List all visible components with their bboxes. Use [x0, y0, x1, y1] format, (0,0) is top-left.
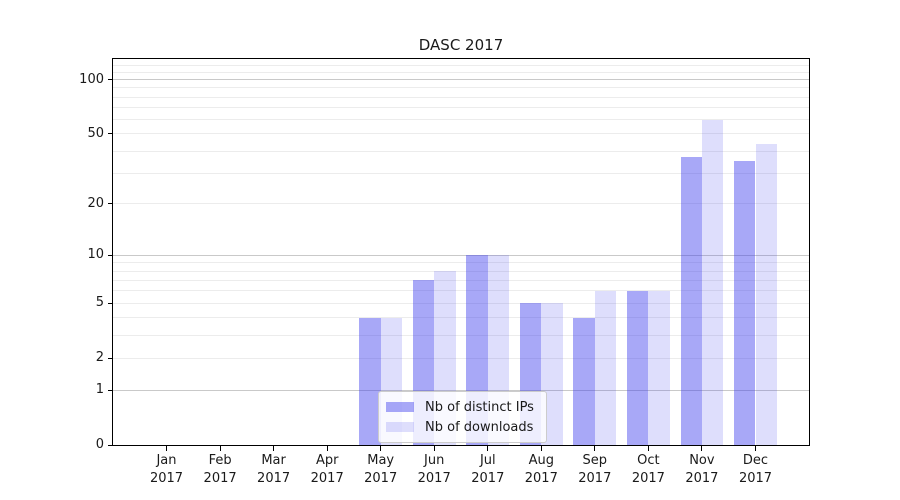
gridline-y-50: [113, 133, 809, 135]
gridline-y-80: [113, 96, 809, 98]
y-tick-mark-20: [108, 203, 113, 205]
y-tick-label-5: 5: [95, 295, 104, 311]
gridline-y-5: [113, 302, 809, 304]
gridline-y-70: [113, 107, 809, 108]
y-tick-label-50: 50: [87, 125, 104, 141]
legend-item-distinct-ips: Nb of distinct IPs: [386, 397, 534, 417]
x-tick-label-jan-2017: Jan 2017: [149, 453, 184, 486]
x-tick-label-jul-2017: Jul 2017: [471, 453, 505, 486]
x-tick-mark-nov-2017: [701, 446, 703, 451]
gridline-y-120: [113, 64, 809, 66]
bar-downloads-dec-2017: [755, 143, 777, 445]
y-tick-label-2: 2: [95, 350, 104, 365]
bar-downloads-sep-2017: [594, 290, 617, 445]
legend-label-downloads: Nb of downloads: [425, 419, 534, 435]
x-tick-label-nov-2017: Nov 2017: [685, 453, 719, 486]
gridline-y-6: [113, 290, 809, 292]
y-tick-mark-1: [108, 389, 113, 391]
gridline-y-110: [113, 71, 809, 73]
legend-label-distinct-ips: Nb of distinct IPs: [425, 399, 534, 415]
gridline-y-30: [113, 172, 809, 174]
gridline-y-100: [113, 79, 809, 81]
chart-title: DASC 2017: [418, 36, 504, 54]
plot-frame: [112, 58, 810, 446]
bar-downloads-nov-2017: [701, 119, 724, 445]
gridline-y-9: [113, 262, 809, 264]
x-tick-label-jun-2017: Jun 2017: [417, 453, 451, 486]
y-tick-mark-0: [108, 444, 113, 446]
x-tick-label-sep-2017: Sep 2017: [578, 453, 612, 486]
bar-ips-oct-2017: [627, 290, 649, 445]
gridline-y-8: [113, 270, 809, 272]
bar-downloads-oct-2017: [648, 290, 670, 445]
bar-ips-sep-2017: [573, 317, 595, 445]
x-tick-mark-jun-2017: [433, 446, 435, 451]
gridline-y-20: [113, 203, 809, 205]
bar-ips-dec-2017: [734, 161, 756, 445]
gridline-y-7: [113, 279, 809, 281]
bar-ips-nov-2017: [680, 157, 702, 445]
x-tick-mark-sep-2017: [594, 446, 596, 451]
y-tick-mark-2: [108, 357, 113, 359]
gridline-y-3: [113, 334, 809, 336]
x-tick-mark-feb-2017: [219, 446, 221, 451]
y-tick-label-1: 1: [95, 382, 104, 398]
x-tick-label-feb-2017: Feb 2017: [203, 453, 237, 486]
x-tick-mark-aug-2017: [540, 446, 542, 451]
x-tick-mark-apr-2017: [326, 446, 328, 451]
y-tick-mark-100: [108, 79, 113, 81]
gridline-y-10: [113, 254, 809, 256]
y-tick-label-0: 0: [95, 437, 104, 452]
y-tick-label-10: 10: [87, 247, 104, 263]
gridline-y-90: [113, 87, 809, 89]
x-tick-label-apr-2017: Apr 2017: [310, 453, 344, 486]
plot-area: [113, 59, 809, 445]
x-tick-mark-mar-2017: [273, 446, 275, 451]
y-tick-mark-5: [108, 302, 113, 304]
y-tick-label-100: 100: [79, 71, 104, 87]
legend-item-downloads: Nb of downloads: [386, 417, 534, 437]
y-tick-mark-50: [108, 133, 113, 135]
x-tick-label-oct-2017: Oct 2017: [631, 453, 665, 486]
gridline-y-60: [113, 119, 809, 120]
gridline-y-1: [113, 389, 809, 391]
x-tick-mark-dec-2017: [755, 446, 756, 451]
x-tick-mark-oct-2017: [647, 446, 649, 451]
x-tick-mark-jan-2017: [166, 446, 167, 451]
y-tick-mark-10: [108, 254, 113, 256]
x-tick-mark-may-2017: [380, 446, 382, 451]
x-tick-label-may-2017: May 2017: [364, 453, 398, 486]
x-tick-label-mar-2017: Mar 2017: [257, 453, 291, 486]
legend: Nb of distinct IPs Nb of downloads: [378, 391, 547, 443]
gridline-y-40: [113, 150, 809, 152]
x-tick-mark-jul-2017: [487, 446, 489, 451]
bar-ips-may-2017: [359, 317, 381, 445]
x-tick-label-aug-2017: Aug 2017: [524, 453, 558, 486]
gridline-y-4: [113, 317, 809, 319]
x-tick-label-dec-2017: Dec 2017: [738, 453, 773, 486]
gridline-y-2: [113, 357, 809, 359]
y-tick-label-20: 20: [87, 195, 104, 211]
legend-swatch-downloads: [386, 422, 414, 432]
legend-swatch-distinct-ips: [386, 402, 414, 412]
